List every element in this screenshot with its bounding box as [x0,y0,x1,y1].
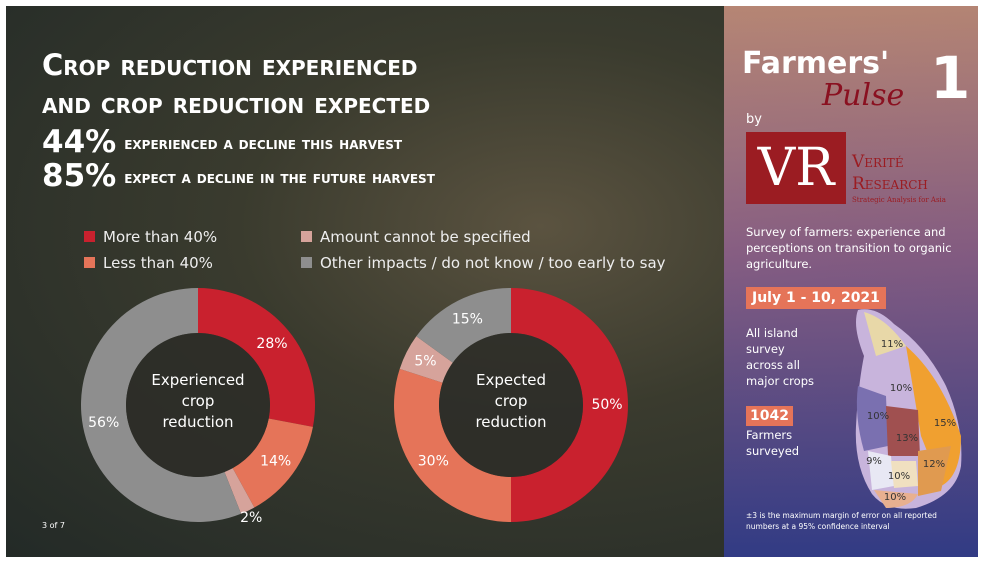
data-label: 28% [256,336,287,352]
coverage: All island survey across all major crops [746,326,814,388]
legend-item: Less than 40% [84,254,213,272]
data-label: 50% [591,397,622,413]
map-label: 11% [881,339,903,350]
stat-text: experienced a decline this harvest [124,133,403,154]
legend-label: Other impacts / do not know / too early … [320,254,666,272]
region [886,406,920,456]
description: Survey of farmers: experience and percep… [746,225,952,271]
center-label: Experienced crop reduction [151,371,244,431]
legend-item: Other impacts / do not know / too early … [301,254,666,272]
title-line: Crop reduction experienced [42,48,418,82]
title: Crop reduction experienced and crop redu… [42,46,430,122]
legend-swatch [301,257,312,268]
count: 1042 [746,406,793,426]
stat-value: 85% [42,158,117,194]
center-label: Expected crop reduction [475,371,546,431]
legend-swatch [84,231,95,242]
legend-swatch [84,257,95,268]
org-name: Research [852,174,928,194]
org-name: Verité [852,152,904,172]
donut-segment [416,288,511,363]
donut-segment [224,468,255,514]
data-label: 5% [414,353,436,369]
title-line: and crop reduction expected [42,86,431,120]
region [891,461,918,488]
logo-script: Pulse [822,78,905,113]
donut-segment [198,288,316,427]
data-label: 56% [88,415,119,431]
legend-label: Less than 40% [103,254,213,272]
region [868,451,894,490]
donut-segment [399,336,453,383]
vr-logo: VR [746,132,846,204]
logo-number: 1 [930,44,971,112]
donut-hole [126,333,270,477]
data-label: 2% [240,510,262,526]
map-label: 10% [884,492,906,503]
donut-segment [232,418,313,508]
charts: 28% 14% 2% 56% Experienced crop reduction 50% 30… [81,288,628,526]
count-label: Farmers surveyed [746,428,800,458]
map-label: 15% [934,418,956,429]
org-tagline: Strategic Analysis for Asia [852,196,946,204]
data-label: 14% [260,453,291,469]
stat-text: expect a decline in the future harvest [124,167,435,188]
dates: July 1 - 10, 2021 [746,287,886,309]
stat: 44% experienced a decline this harvest [42,124,402,160]
stat: 85% expect a decline in the future harves… [42,158,435,194]
region [918,446,951,496]
map: 11% 10% 10% 13% 15% 9% 10% 12% 10% [855,309,962,509]
slide: Crop reduction experienced and crop redu… [6,6,978,557]
map-label: 10% [890,383,912,394]
map-label: 10% [867,411,889,422]
legend-item: Amount cannot be specified [301,228,531,246]
region [864,312,906,356]
data-label: 30% [418,453,449,469]
map-label: 10% [888,471,910,482]
note: ±3 is the maximum margin of error on all… [746,511,937,531]
donut-hole [439,333,583,477]
region [856,386,888,451]
logo-word: Farmers' [742,46,890,81]
donut-segment [394,368,511,522]
data-label: 15% [452,311,483,327]
legend-swatch [301,231,312,242]
map-label: 9% [866,456,882,467]
donut-segment [81,288,242,522]
page-number: 3 of 7 [42,521,65,530]
map-label: 13% [896,433,918,444]
map-label: 12% [923,459,945,470]
legend-label: More than 40% [103,228,218,246]
donut-segment [511,288,628,522]
stat-value: 44% [42,124,117,160]
region [874,490,918,508]
legend-label: Amount cannot be specified [320,228,531,246]
legend-item: More than 40% [84,228,217,246]
by: by [746,112,762,127]
